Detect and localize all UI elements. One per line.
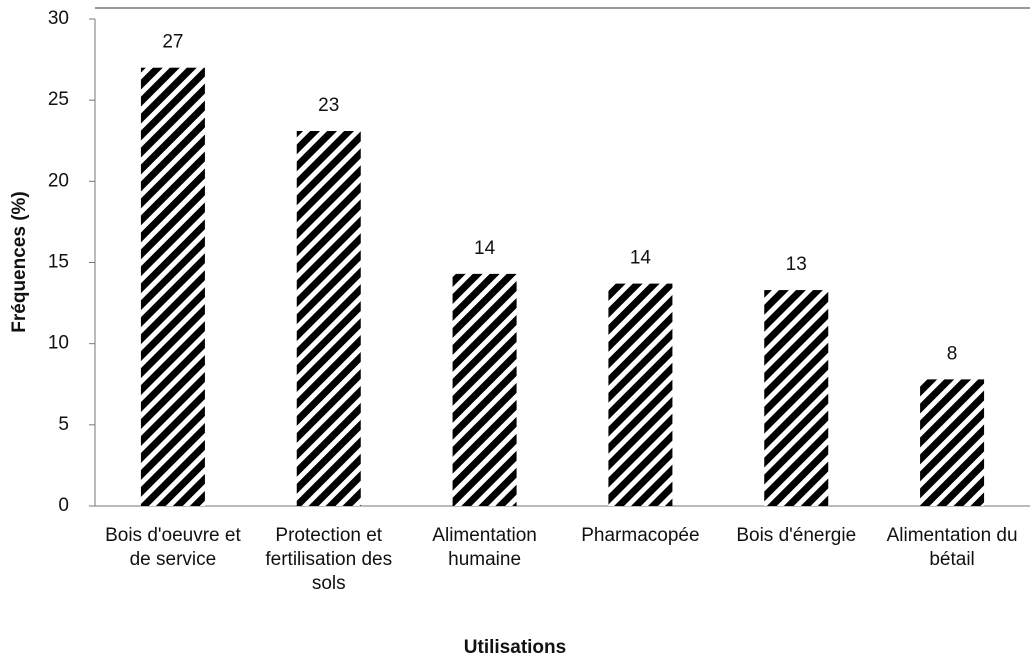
bar [920, 379, 985, 506]
bar [140, 67, 205, 506]
x-tick-label: Bois d'énergie [736, 525, 857, 546]
x-tick-label: Protection et fertilisation des sols [265, 525, 393, 594]
x-axis-title: Utilisations [464, 637, 566, 658]
data-label: 8 [947, 343, 958, 364]
data-label: 23 [318, 95, 339, 116]
x-tick-label: Alimentation du bétail [886, 525, 1018, 570]
bar [296, 131, 361, 506]
y-axis-title: Fréquences (%) [9, 191, 30, 332]
y-tick-label: 15 [48, 252, 69, 273]
y-tick-label: 25 [48, 89, 69, 110]
data-label: 14 [474, 238, 496, 259]
data-label: 27 [162, 32, 183, 53]
y-tick-label: 5 [58, 414, 69, 435]
bar [608, 283, 673, 506]
y-tick-label: 20 [48, 170, 69, 191]
y-tick-label: 30 [48, 8, 69, 29]
x-tick-label: Bois d'oeuvre et de service [105, 525, 241, 570]
y-tick-label: 0 [58, 495, 69, 516]
bar [764, 290, 829, 506]
data-label: 13 [786, 254, 807, 275]
bar [452, 273, 517, 506]
y-tick-label: 10 [48, 333, 69, 354]
x-tick-label: Pharmacopée [581, 525, 700, 546]
x-tick-label: Alimentation humaine [432, 525, 537, 570]
data-label: 14 [630, 248, 652, 269]
